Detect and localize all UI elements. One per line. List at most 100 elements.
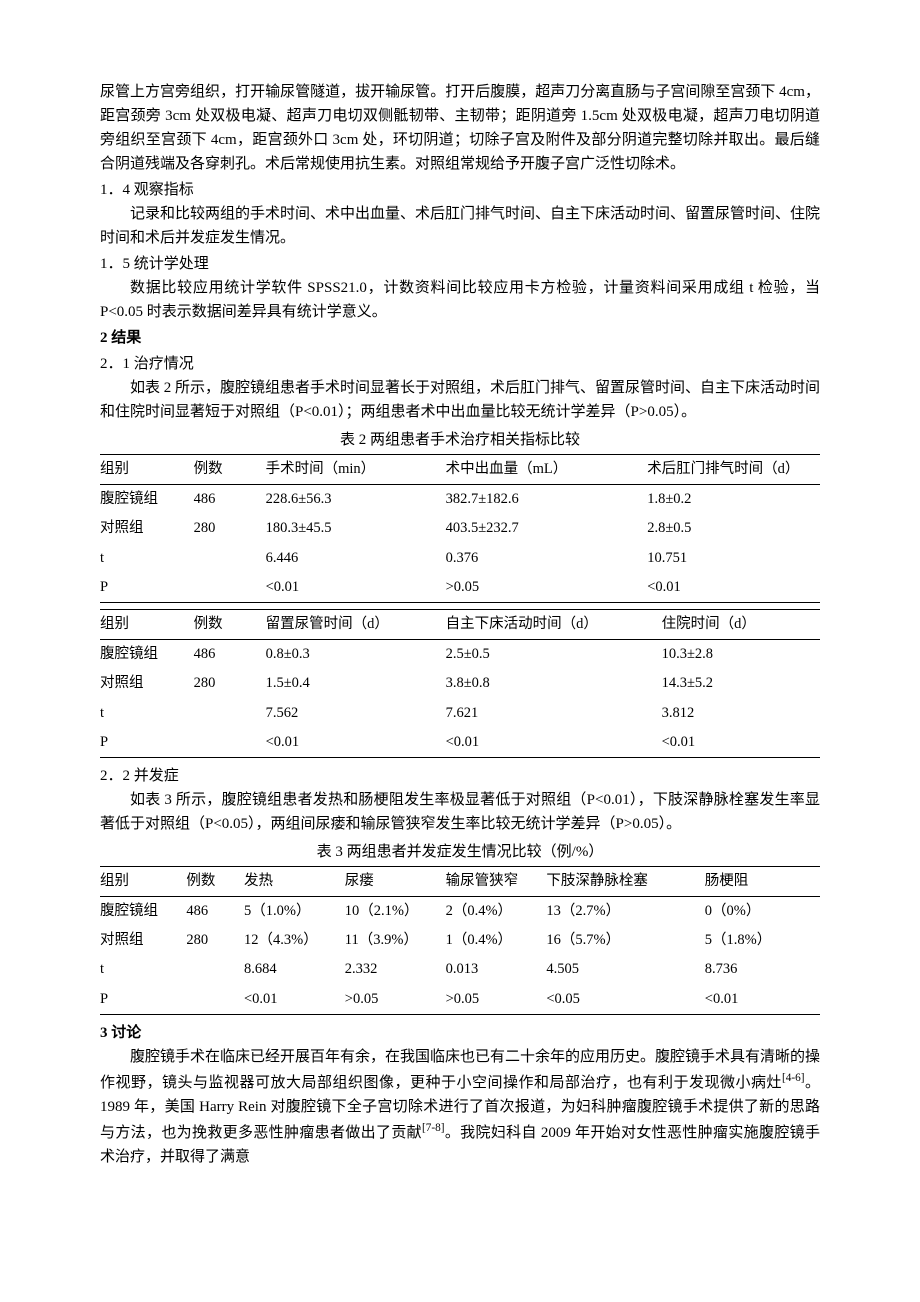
table-cell: 403.5±232.7: [446, 514, 648, 543]
table-header-cell: 自主下床活动时间（d）: [446, 609, 662, 639]
table-header-cell: 尿瘘: [345, 866, 446, 896]
citation-4-6: [4-6]: [782, 1072, 805, 1084]
continuation-paragraph: 尿管上方宫旁组织，打开输尿管隧道，拔开输尿管。打开后腹膜，超声刀分离直肠与子宫间…: [100, 80, 820, 176]
table-header-cell: 术中出血量（mL）: [446, 455, 648, 485]
table-cell: 0.013: [446, 955, 547, 984]
subsection-body-1-5: 数据比较应用统计学软件 SPSS21.0，计数资料间比较应用卡方检验，计量资料间…: [100, 276, 820, 324]
table-cell: 10.3±2.8: [662, 640, 820, 670]
table-2-caption: 表 2 两组患者手术治疗相关指标比较: [100, 428, 820, 452]
table-header-cell: 发热: [244, 866, 345, 896]
table-cell: 13（2.7%）: [546, 897, 704, 927]
table-row: 对照组28012（4.3%）11（3.9%）1（0.4%）16（5.7%）5（1…: [100, 926, 820, 955]
table-cell: 对照组: [100, 669, 194, 698]
table-cell: 10（2.1%）: [345, 897, 446, 927]
table-cell: P: [100, 728, 194, 758]
table-cell: 5（1.8%）: [705, 926, 820, 955]
table-cell: 2.8±0.5: [647, 514, 820, 543]
table-row: 腹腔镜组486228.6±56.3382.7±182.61.8±0.2: [100, 485, 820, 515]
table-cell: <0.01: [266, 728, 446, 758]
table-cell: 对照组: [100, 926, 186, 955]
table-cell: 0（0%）: [705, 897, 820, 927]
table-cell: <0.01: [244, 985, 345, 1015]
subsection-heading-1-5: 1．5 统计学处理: [100, 252, 820, 276]
table-cell: 486: [194, 640, 266, 670]
table-cell: 2.5±0.5: [446, 640, 662, 670]
subsection-heading-2-1: 2．1 治疗情况: [100, 352, 820, 376]
table-cell: 0.8±0.3: [266, 640, 446, 670]
table-cell: >0.05: [345, 985, 446, 1015]
table-cell: [194, 544, 266, 573]
table-cell: 腹腔镜组: [100, 485, 194, 515]
table-cell: 8.736: [705, 955, 820, 984]
table-3-caption: 表 3 两组患者并发症发生情况比较（例/%）: [100, 840, 820, 864]
table-row: P<0.01>0.05>0.05<0.05<0.01: [100, 985, 820, 1015]
table-3: 组别例数发热尿瘘输尿管狭窄下肢深静脉栓塞肠梗阻 腹腔镜组4865（1.0%）10…: [100, 866, 820, 1015]
table-header-cell: 例数: [194, 455, 266, 485]
subsection-body-1-4: 记录和比较两组的手术时间、术中出血量、术后肛门排气时间、自主下床活动时间、留置尿…: [100, 202, 820, 250]
subsection-heading-1-4: 1．4 观察指标: [100, 178, 820, 202]
table-cell: 3.8±0.8: [446, 669, 662, 698]
section-heading-3: 3 讨论: [100, 1021, 820, 1045]
table-header-cell: 下肢深静脉栓塞: [546, 866, 704, 896]
table-row: t6.4460.37610.751: [100, 544, 820, 573]
table-cell: 8.684: [244, 955, 345, 984]
table-cell: 2.332: [345, 955, 446, 984]
table-cell: <0.01: [446, 728, 662, 758]
table-cell: 2（0.4%）: [446, 897, 547, 927]
table-cell: 0.376: [446, 544, 648, 573]
table-cell: 280: [194, 669, 266, 698]
table-cell: 腹腔镜组: [100, 897, 186, 927]
table-cell: 1（0.4%）: [446, 926, 547, 955]
table-cell: [186, 955, 244, 984]
table-header-cell: 肠梗阻: [705, 866, 820, 896]
table-cell: 7.562: [266, 699, 446, 728]
table-cell: 228.6±56.3: [266, 485, 446, 515]
table-cell: 1.5±0.4: [266, 669, 446, 698]
table-cell: 280: [194, 514, 266, 543]
table-cell: t: [100, 699, 194, 728]
table-cell: 4.505: [546, 955, 704, 984]
table-header-cell: 组别: [100, 609, 194, 639]
table-header-cell: 例数: [186, 866, 244, 896]
table-cell: >0.05: [446, 573, 648, 603]
table-header-cell: 术后肛门排气时间（d）: [647, 455, 820, 485]
table-cell: 14.3±5.2: [662, 669, 820, 698]
table-cell: P: [100, 573, 194, 603]
table-cell: 486: [194, 485, 266, 515]
table-cell: 1.8±0.2: [647, 485, 820, 515]
table-row: t 8.6842.3320.0134.5058.736: [100, 955, 820, 984]
table-cell: [194, 728, 266, 758]
table-cell: 腹腔镜组: [100, 640, 194, 670]
table-cell: 280: [186, 926, 244, 955]
table-cell: t: [100, 544, 194, 573]
table-header-cell: 留置尿管时间（d）: [266, 609, 446, 639]
discussion-paragraph: 腹腔镜手术在临床已经开展百年有余，在我国临床也已有二十余年的应用历史。腹腔镜手术…: [100, 1045, 820, 1169]
table-header-cell: 手术时间（min）: [266, 455, 446, 485]
subsection-body-2-1: 如表 2 所示，腹腔镜组患者手术时间显著长于对照组，术后肛门排气、留置尿管时间、…: [100, 376, 820, 424]
citation-7-8: [7-8]: [422, 1122, 445, 1134]
table-row: 腹腔镜组4865（1.0%）10（2.1%）2（0.4%）13（2.7%）0（0…: [100, 897, 820, 927]
table-cell: 7.621: [446, 699, 662, 728]
table-cell: [194, 699, 266, 728]
table-row: 腹腔镜组4860.8±0.32.5±0.510.3±2.8: [100, 640, 820, 670]
table-cell: 16（5.7%）: [546, 926, 704, 955]
table-row: t7.5627.6213.812: [100, 699, 820, 728]
subsection-heading-2-2: 2．2 并发症: [100, 764, 820, 788]
table-header-cell: 输尿管狭窄: [446, 866, 547, 896]
table-row: P<0.01>0.05<0.01: [100, 573, 820, 603]
table-2a: 组别例数手术时间（min）术中出血量（mL）术后肛门排气时间（d） 腹腔镜组48…: [100, 454, 820, 603]
discussion-text-1: 腹腔镜手术在临床已经开展百年有余，在我国临床也已有二十余年的应用历史。腹腔镜手术…: [100, 1049, 820, 1091]
table-cell: 5（1.0%）: [244, 897, 345, 927]
section-heading-2: 2 结果: [100, 326, 820, 350]
table-cell: 486: [186, 897, 244, 927]
table-cell: 对照组: [100, 514, 194, 543]
table-cell: <0.05: [546, 985, 704, 1015]
table-cell: P: [100, 985, 186, 1015]
table-cell: 6.446: [266, 544, 446, 573]
table-cell: t: [100, 955, 186, 984]
table-cell: 12（4.3%）: [244, 926, 345, 955]
table-cell: 180.3±45.5: [266, 514, 446, 543]
table-header-cell: 住院时间（d）: [662, 609, 820, 639]
table-cell: <0.01: [647, 573, 820, 603]
table-cell: 11（3.9%）: [345, 926, 446, 955]
